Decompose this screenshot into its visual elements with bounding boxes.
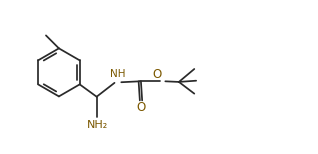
Text: O: O [136, 101, 146, 114]
Text: NH₂: NH₂ [86, 120, 108, 130]
Text: O: O [153, 68, 162, 81]
Text: NH: NH [110, 69, 125, 79]
